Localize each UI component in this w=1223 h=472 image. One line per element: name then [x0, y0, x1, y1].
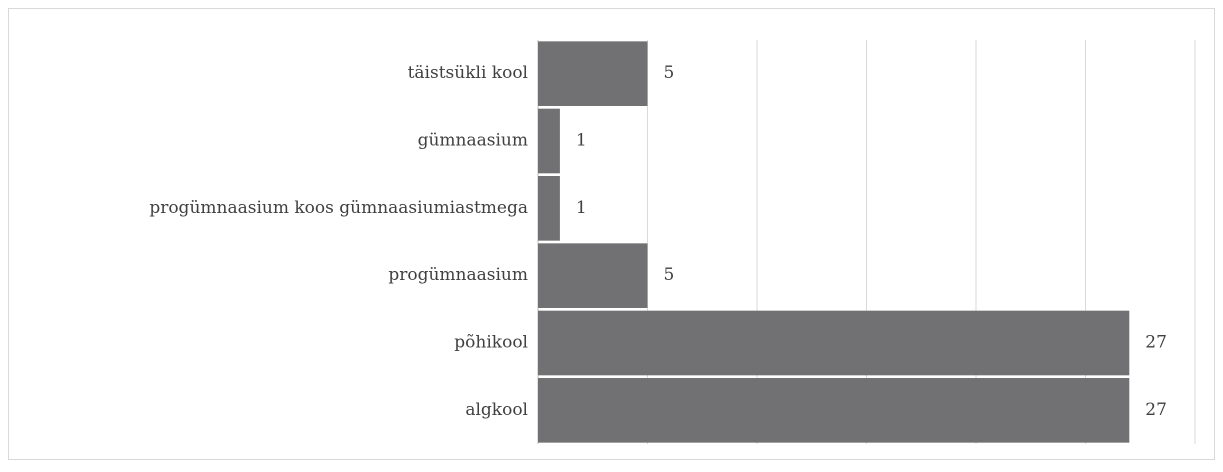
bar	[538, 108, 560, 174]
y-tick-label: algkool	[465, 400, 528, 420]
y-tick-label: progümnaasium koos gümnaasiumiastmega	[149, 198, 528, 218]
data-label: 5	[664, 265, 675, 285]
y-tick-label: progümnaasium	[388, 265, 528, 285]
y-tick-label: gümnaasium	[418, 131, 528, 151]
data-label: 1	[576, 131, 587, 151]
y-tick-label: põhikool	[454, 333, 528, 353]
data-label: 5	[664, 63, 675, 83]
bar	[538, 176, 560, 241]
data-label: 27	[1145, 400, 1167, 420]
bar	[538, 310, 1130, 376]
bar	[538, 243, 648, 308]
data-label: 27	[1145, 333, 1167, 353]
bar	[538, 378, 1130, 443]
y-tick-label: täistsükli kool	[408, 63, 528, 83]
bar	[538, 41, 648, 106]
data-label: 1	[576, 198, 587, 218]
